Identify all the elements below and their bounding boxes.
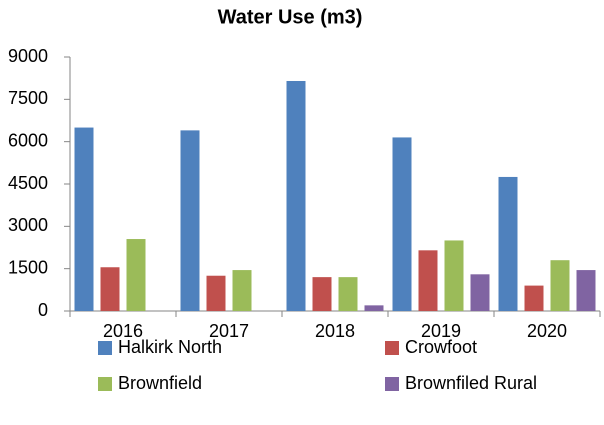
y-tick-label: 6000 <box>8 130 48 150</box>
y-tick-label: 4500 <box>8 173 48 193</box>
bar <box>444 240 464 311</box>
legend-label: Brownfiled Rural <box>405 373 537 393</box>
bar <box>74 127 94 311</box>
x-tick-label: 2020 <box>527 321 567 341</box>
bar <box>550 260 570 311</box>
bar <box>126 239 146 311</box>
legend-swatch <box>98 341 112 355</box>
y-tick-label: 0 <box>38 300 48 320</box>
x-tick-label: 2019 <box>421 321 461 341</box>
bar <box>232 270 252 311</box>
bar <box>470 274 490 311</box>
bar <box>524 285 544 311</box>
x-tick-label: 2016 <box>103 321 143 341</box>
bar <box>286 80 306 311</box>
y-tick-label: 1500 <box>8 257 48 277</box>
bar <box>338 277 358 311</box>
legend-swatch <box>385 341 399 355</box>
legend-swatch <box>98 377 112 391</box>
legend-label: Crowfoot <box>405 337 477 357</box>
y-tick-label: 9000 <box>8 46 48 66</box>
y-tick-label: 3000 <box>8 215 48 235</box>
bar <box>498 176 518 311</box>
bar <box>364 305 384 311</box>
legend-swatch <box>385 377 399 391</box>
x-tick-label: 2018 <box>315 321 355 341</box>
bar <box>312 277 332 311</box>
legend-label: Brownfield <box>118 373 202 393</box>
bar <box>206 275 226 311</box>
y-tick-label: 7500 <box>8 88 48 108</box>
bar <box>392 137 412 311</box>
bar <box>576 270 596 311</box>
bar <box>418 250 438 311</box>
bar <box>100 267 120 311</box>
bar <box>180 130 200 311</box>
legend-label: Halkirk North <box>118 337 222 357</box>
chart-title: Water Use (m3) <box>218 6 363 28</box>
x-tick-label: 2017 <box>209 321 249 341</box>
